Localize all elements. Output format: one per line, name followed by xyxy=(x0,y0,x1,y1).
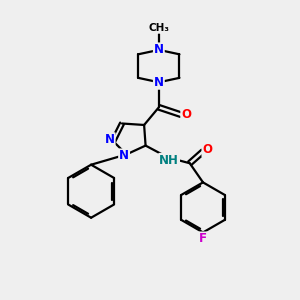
Text: F: F xyxy=(199,232,207,245)
Text: N: N xyxy=(119,149,129,162)
Text: N: N xyxy=(154,44,164,56)
Text: N: N xyxy=(105,133,115,146)
Text: CH₃: CH₃ xyxy=(148,23,169,33)
Text: N: N xyxy=(154,76,164,89)
Text: O: O xyxy=(181,108,191,121)
Text: NH: NH xyxy=(159,154,179,167)
Text: O: O xyxy=(202,143,212,157)
